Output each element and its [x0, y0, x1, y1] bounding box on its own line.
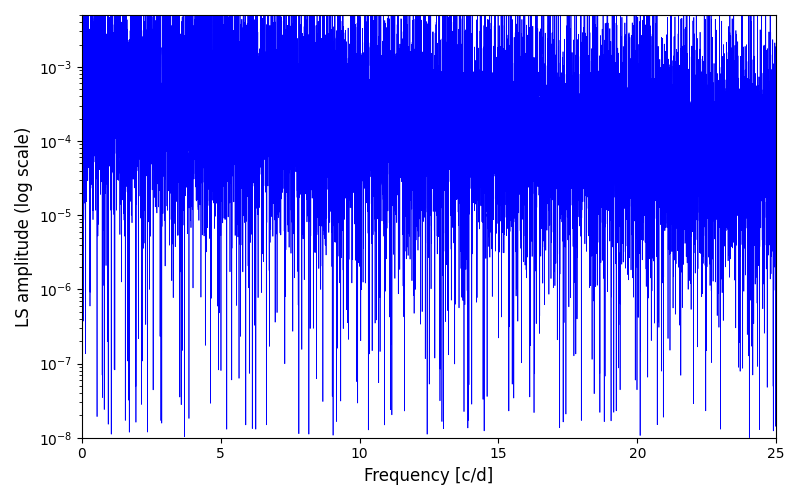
X-axis label: Frequency [c/d]: Frequency [c/d]	[364, 467, 494, 485]
Y-axis label: LS amplitude (log scale): LS amplitude (log scale)	[15, 126, 33, 326]
